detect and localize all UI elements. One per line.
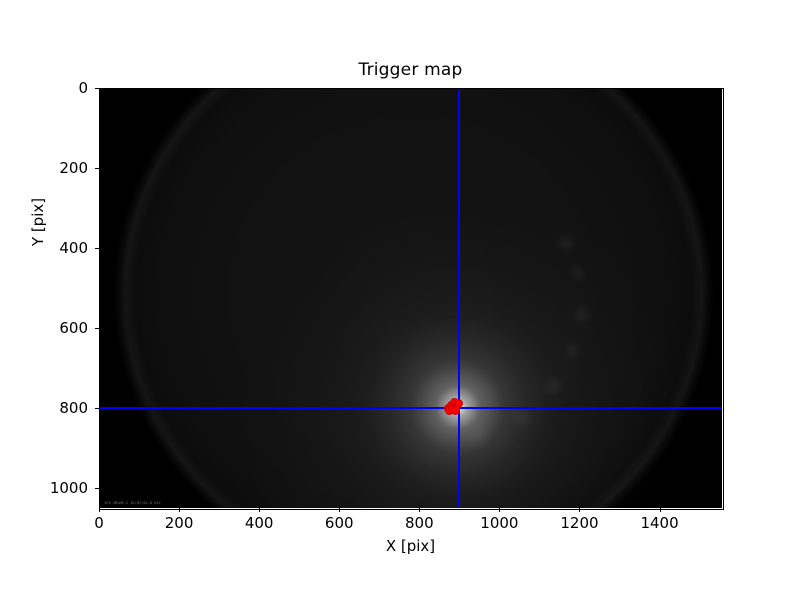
detector-image-axes[interactable]: JF4 3M+HR-2 ID:87/02.8 0ct <box>99 88 722 508</box>
x-tick-mark <box>99 508 100 512</box>
x-tick-label: 1400 <box>640 514 679 532</box>
y-tick-mark <box>95 248 99 249</box>
image-watermark-text: JF4 3M+HR-2 ID:87/02.8 0ct <box>104 501 161 505</box>
y-tick-mark <box>95 328 99 329</box>
crosshair-vertical-line <box>458 88 461 508</box>
x-tick-label: 800 <box>404 514 434 532</box>
x-axis-label: X [pix] <box>385 537 436 555</box>
y-tick-label: 200 <box>59 159 88 177</box>
x-tick-label: 1200 <box>560 514 599 532</box>
x-tick-mark <box>179 508 181 512</box>
y-tick-label: 600 <box>59 319 88 337</box>
x-tick-mark <box>499 508 501 512</box>
y-tick-mark <box>95 88 99 89</box>
x-tick-mark <box>659 508 661 512</box>
y-tick-mark <box>95 488 99 489</box>
x-tick-mark <box>419 508 421 512</box>
x-tick-mark <box>259 508 261 512</box>
y-tick-mark <box>95 408 99 409</box>
x-tick-label: 0 <box>94 514 104 532</box>
y-tick-label: 0 <box>78 79 88 97</box>
page-title: Trigger map <box>358 60 463 80</box>
y-tick-mark <box>95 168 99 169</box>
beam-center-glow <box>99 88 722 508</box>
x-tick-mark <box>339 508 341 512</box>
x-tick-label: 200 <box>164 514 194 532</box>
x-tick-label: 400 <box>244 514 274 532</box>
crosshair-horizontal-line <box>99 406 722 409</box>
y-tick-label: 400 <box>59 239 88 257</box>
y-axis-label: Y [pix] <box>29 197 47 247</box>
x-tick-label: 1000 <box>480 514 519 532</box>
y-tick-label: 800 <box>59 399 88 417</box>
y-tick-label: 1000 <box>49 479 88 497</box>
x-tick-label: 600 <box>324 514 354 532</box>
x-tick-mark <box>579 508 581 512</box>
trigger-marker[interactable] <box>453 399 463 409</box>
